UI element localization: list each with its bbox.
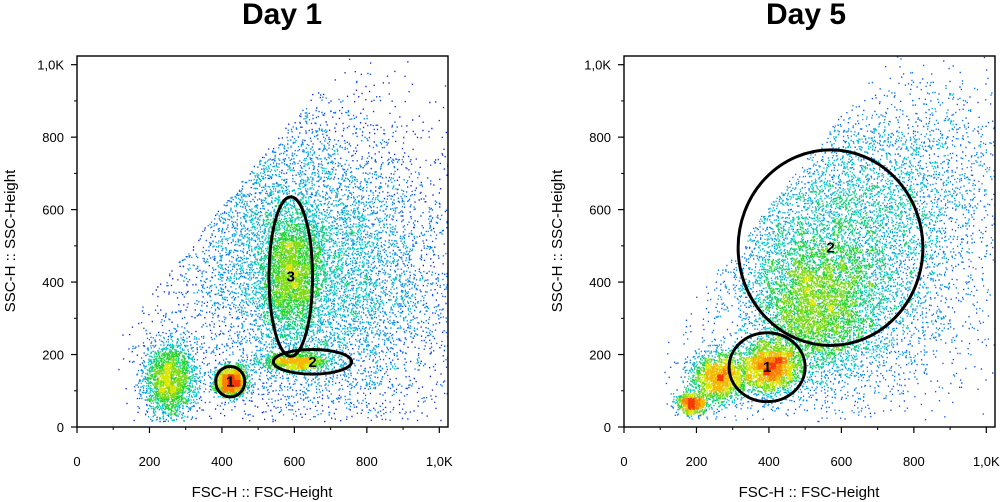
density-points-level-7: [146, 223, 328, 416]
gate-label-3: 3: [287, 269, 295, 286]
x-tick-label: 0: [620, 454, 627, 469]
y-tick-label: 600: [589, 203, 611, 218]
density-points-level-5: [672, 92, 961, 411]
y-tick-label: 200: [42, 348, 64, 363]
density-points-level-1: [118, 58, 448, 423]
x-axis-label: FSC-H :: FSC-Height: [192, 484, 334, 501]
density-points-level-3: [132, 96, 448, 422]
x-tick-label: 600: [831, 454, 853, 469]
gate-2[interactable]: [271, 347, 354, 376]
y-tick-label: 0: [604, 420, 611, 435]
y-tick-label: 200: [589, 348, 611, 363]
x-tick-label: 1,0K: [426, 454, 453, 469]
gate-label-1: 1: [763, 359, 771, 376]
density-points-level-12: [227, 374, 241, 388]
x-tick-label: 800: [903, 454, 925, 469]
x-tick-label: 400: [758, 454, 780, 469]
y-axis-label: SSC-H :: SSC-Height: [2, 169, 19, 312]
density-points-level-6: [676, 165, 927, 411]
y-tick-label: 800: [42, 130, 64, 145]
chart-panel-day-5: Day 5 1 2 0 200 400 600 800 1,0K 0 200 400 600 800 1…: [500, 0, 1000, 502]
density-points-level-11: [221, 374, 241, 393]
chart-title: Day 5: [766, 0, 846, 31]
x-axis-label: FSC-H :: FSC-Height: [739, 484, 881, 501]
density-points-level-2: [131, 72, 448, 423]
density-points-level-6: [146, 200, 368, 411]
chart-day-1: Day 1 1 2 3 0 200 400 600 800 1,0K 0 200 400 600 800…: [2, 0, 453, 501]
x-tick-label: 400: [211, 454, 233, 469]
density-points-level-4: [670, 107, 991, 420]
density-points-level-4: [135, 114, 430, 422]
y-tick-label: 400: [589, 275, 611, 290]
gate-1[interactable]: [727, 331, 807, 404]
chart-day-5: Day 5 1 2 0 200 400 600 800 1,0K 0 200 400 600 800 1…: [549, 0, 1000, 501]
plot-frame: [76, 55, 449, 428]
y-tick-label: 0: [57, 420, 64, 435]
gate-3[interactable]: [267, 195, 314, 358]
x-tick-label: 0: [73, 454, 80, 469]
gate-1[interactable]: [214, 364, 247, 399]
chart-title: Day 1: [242, 0, 322, 31]
density-points-level-12: [687, 356, 782, 411]
x-tick-label: 800: [356, 454, 378, 469]
y-tick-label: 400: [42, 275, 64, 290]
gate-label-2: 2: [826, 240, 834, 257]
gate-label-1: 1: [226, 374, 234, 391]
x-tick-label: 600: [284, 454, 306, 469]
density-points-level-3: [670, 56, 995, 423]
gate-2[interactable]: [736, 148, 925, 347]
plot-frame: [623, 55, 996, 428]
x-tick-label: 1,0K: [973, 454, 1000, 469]
gate-label-2: 2: [308, 354, 316, 371]
x-tick-label: 200: [686, 454, 708, 469]
chart-panel-day-1: Day 1 1 2 3 0 200 400 600 800 1,0K 0 200 400 600 800…: [2, 0, 453, 501]
y-tick-label: 800: [589, 130, 611, 145]
y-tick-label: 1,0K: [37, 58, 64, 73]
y-axis-label: SSC-H :: SSC-Height: [549, 169, 566, 312]
y-tick-label: 1,0K: [584, 58, 611, 73]
x-tick-label: 200: [139, 454, 161, 469]
y-tick-label: 600: [42, 203, 64, 218]
density-points-level-7: [677, 218, 875, 416]
